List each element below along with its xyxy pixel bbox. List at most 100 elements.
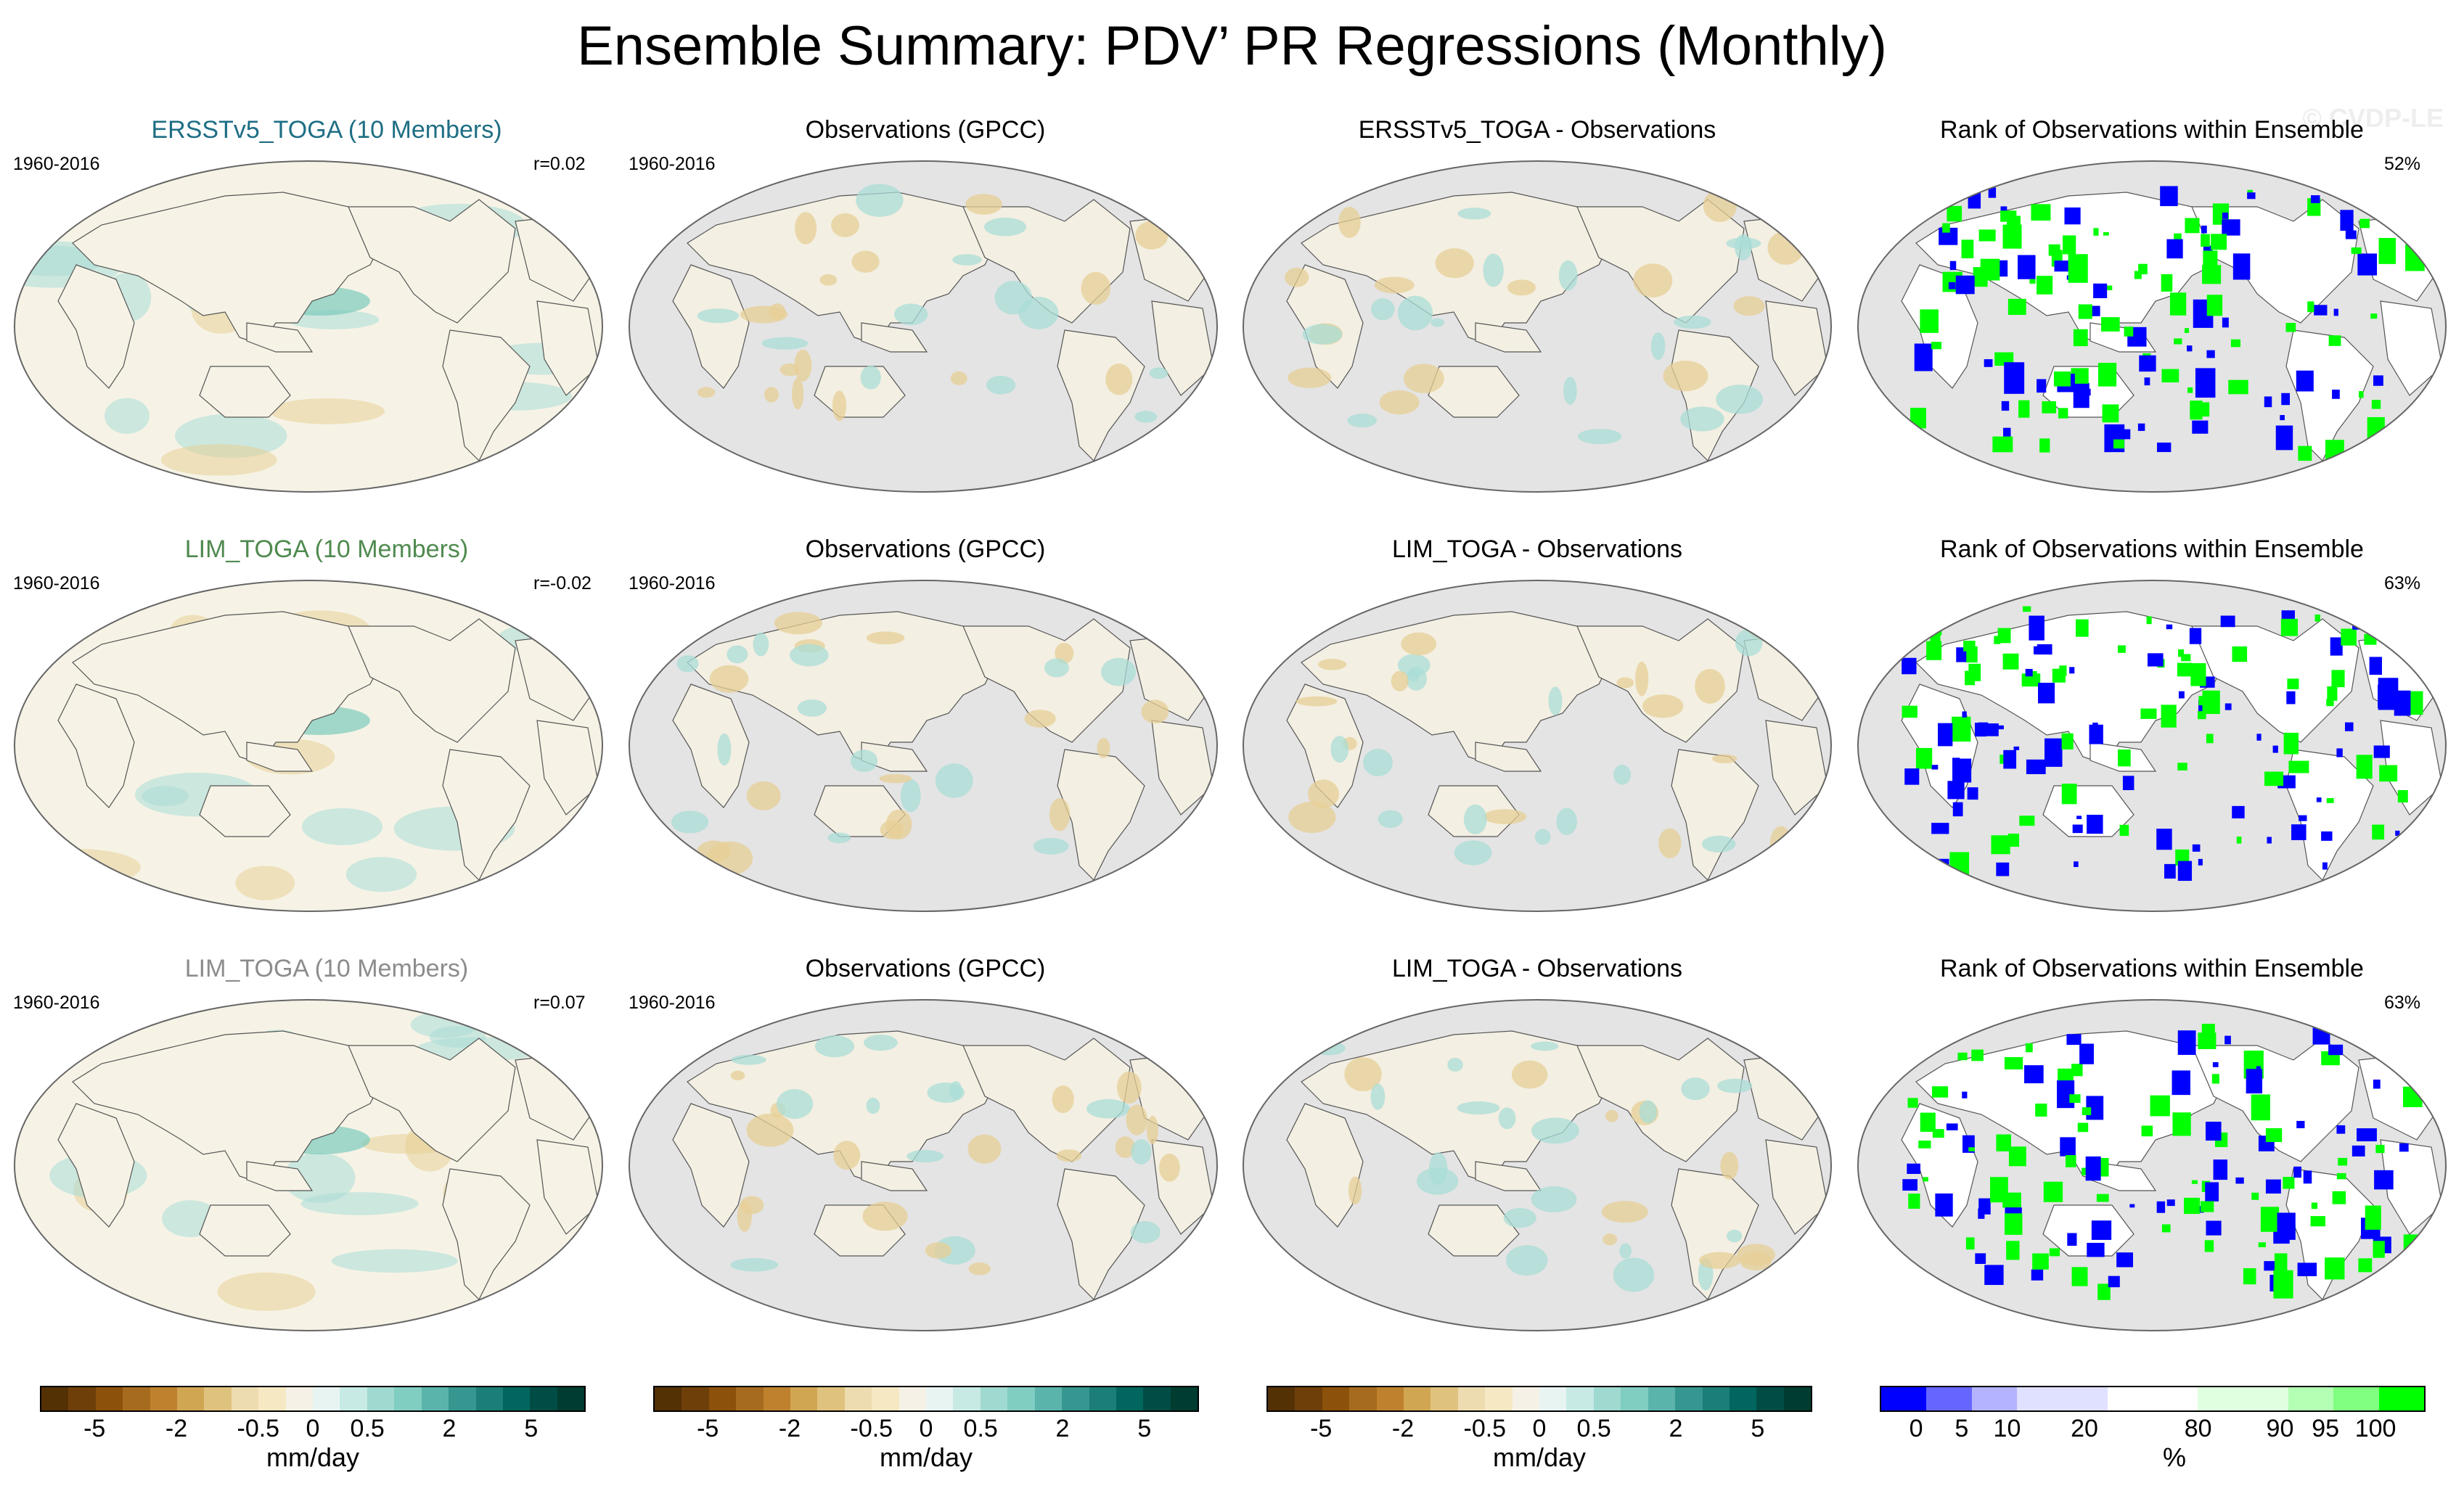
colorbar-swatch bbox=[95, 1387, 123, 1410]
colorbar-swatch bbox=[1143, 1387, 1171, 1410]
obs-panel-title: Observations (GPCC) bbox=[805, 535, 1046, 563]
colorbar-tick-label: -5 bbox=[697, 1415, 719, 1442]
colorbar-tick-label: 5 bbox=[524, 1415, 539, 1442]
colorbar-swatch bbox=[1512, 1387, 1540, 1410]
colorbar-swatch bbox=[123, 1387, 150, 1410]
colorbar-tick-label: 0.5 bbox=[963, 1415, 998, 1442]
colorbar-tick-label: 5 bbox=[1751, 1415, 1765, 1442]
colorbar-swatch bbox=[763, 1387, 791, 1410]
colorbar-swatch bbox=[2378, 1387, 2424, 1410]
colorbar-swatch bbox=[655, 1387, 682, 1410]
diff-map bbox=[1243, 580, 1832, 912]
colorbar-swatch bbox=[475, 1387, 503, 1410]
colorbar-tick-label: -2 bbox=[1391, 1415, 1415, 1442]
colorbar-swatch bbox=[2288, 1387, 2334, 1410]
colorbar-tick-label: 100 bbox=[2354, 1415, 2397, 1442]
rank-panel-title: Rank of Observations within Ensemble bbox=[1940, 535, 2364, 563]
colorbar-swatch bbox=[1881, 1387, 1927, 1410]
colorbar-swatch bbox=[231, 1387, 259, 1410]
colorbar-tick-label: 0 bbox=[1532, 1415, 1547, 1442]
colorbar-tick-label: -5 bbox=[83, 1415, 106, 1442]
colorbar-swatch bbox=[1170, 1387, 1198, 1410]
colorbar-swatch bbox=[953, 1387, 981, 1410]
period-label: 1960-2016 bbox=[629, 573, 716, 593]
colorbar-swatch bbox=[367, 1387, 395, 1410]
obs-map bbox=[629, 999, 1218, 1331]
colorbar-swatch bbox=[1430, 1387, 1458, 1410]
model-panel-title: ERSSTv5_TOGA (10 Members) bbox=[151, 116, 502, 144]
figure-title: Ensemble Summary: PDV’ PR Regressions (M… bbox=[577, 15, 1887, 77]
colorbar-swatch bbox=[2333, 1387, 2379, 1410]
colorbar-tick-label: 95 bbox=[2312, 1415, 2340, 1442]
colorbar-swatch bbox=[2062, 1387, 2108, 1410]
colorbar-swatch bbox=[1729, 1387, 1757, 1410]
colorbar-swatch bbox=[68, 1387, 96, 1410]
diff-panel-title: ERSSTv5_TOGA - Observations bbox=[1358, 116, 1716, 144]
colorbar-swatch bbox=[1376, 1387, 1404, 1410]
colorbar-swatch bbox=[394, 1387, 422, 1410]
colorbar-swatch bbox=[1268, 1387, 1296, 1410]
colorbar-swatch bbox=[2107, 1387, 2153, 1410]
model-map bbox=[14, 999, 603, 1331]
colorbar-swatch bbox=[1539, 1387, 1567, 1410]
colorbar-swatch bbox=[2016, 1387, 2063, 1410]
colorbar-swatch bbox=[1593, 1387, 1621, 1410]
obs-panel-title: Observations (GPCC) bbox=[805, 116, 1046, 144]
model-panel-title: LIM_TOGA (10 Members) bbox=[184, 955, 469, 982]
colorbar-unit-label: % bbox=[2162, 1442, 2187, 1472]
diff-map bbox=[1243, 999, 1832, 1331]
rank-percent: 52% bbox=[2384, 154, 2421, 174]
colorbar-tick-label: 0.5 bbox=[1576, 1415, 1611, 1442]
colorbar-tick-label: 80 bbox=[2184, 1415, 2212, 1442]
colorbar-swatch bbox=[340, 1387, 367, 1410]
colorbar-tick-label: 10 bbox=[1993, 1415, 2021, 1442]
colorbar-swatch bbox=[41, 1387, 69, 1410]
period-label: 1960-2016 bbox=[13, 154, 100, 174]
colorbar-swatch bbox=[980, 1387, 1008, 1410]
precip-anomaly-colorbar bbox=[40, 1386, 586, 1412]
colorbar-swatch bbox=[2243, 1387, 2288, 1410]
colorbar-tick-label: -2 bbox=[778, 1415, 801, 1442]
colorbar-swatch bbox=[817, 1387, 845, 1410]
colorbar-swatch bbox=[899, 1387, 927, 1410]
colorbar-swatch bbox=[682, 1387, 709, 1410]
rank-map bbox=[1857, 999, 2447, 1331]
colorbar-tick-label: 20 bbox=[2071, 1415, 2098, 1442]
colorbar-swatch bbox=[150, 1387, 178, 1410]
colorbar-swatch bbox=[1485, 1387, 1513, 1410]
colorbar-tick-label: 90 bbox=[2266, 1415, 2294, 1442]
colorbar-swatch bbox=[1971, 1387, 2017, 1410]
period-label: 1960-2016 bbox=[629, 154, 716, 174]
precip-anomaly-colorbar bbox=[1266, 1386, 1812, 1412]
colorbar-swatch bbox=[926, 1387, 954, 1410]
colorbar-swatch bbox=[1621, 1387, 1648, 1410]
colorbar-tick-label: 2 bbox=[442, 1415, 457, 1442]
colorbar-tick-label: -0.5 bbox=[1463, 1415, 1507, 1442]
colorbar-tick-label: 2 bbox=[1055, 1415, 1070, 1442]
colorbar-swatch bbox=[1349, 1387, 1377, 1410]
colorbar-tick-label: 2 bbox=[1669, 1415, 1683, 1442]
colorbar-swatch bbox=[1295, 1387, 1322, 1410]
colorbar-swatch bbox=[1702, 1387, 1730, 1410]
colorbar-swatch bbox=[1675, 1387, 1703, 1410]
colorbar-swatch bbox=[872, 1387, 899, 1410]
colorbar-swatch bbox=[204, 1387, 232, 1410]
colorbar-swatch bbox=[1007, 1387, 1035, 1410]
colorbar-swatch bbox=[1783, 1387, 1812, 1410]
colorbar-tick-label: -2 bbox=[165, 1415, 188, 1442]
rank-panel-title: Rank of Observations within Ensemble bbox=[1940, 955, 2364, 982]
colorbar-tick-label: -0.5 bbox=[850, 1415, 893, 1442]
colorbar-swatch bbox=[2152, 1387, 2198, 1410]
colorbar-swatch bbox=[177, 1387, 205, 1410]
colorbar-swatch bbox=[708, 1387, 737, 1410]
colorbar-swatch bbox=[844, 1387, 872, 1410]
colorbar-tick-label: 5 bbox=[1137, 1415, 1152, 1442]
diff-panel-title: LIM_TOGA - Observations bbox=[1392, 535, 1682, 563]
colorbar-tick-label: 0 bbox=[306, 1415, 320, 1442]
colorbar-swatch bbox=[1322, 1387, 1350, 1410]
rank-panel-title: Rank of Observations within Ensemble bbox=[1940, 116, 2364, 144]
colorbar-swatch bbox=[1926, 1387, 1972, 1410]
colorbar-swatch bbox=[313, 1387, 340, 1410]
obs-map bbox=[629, 580, 1218, 912]
colorbar-swatch bbox=[790, 1387, 818, 1410]
